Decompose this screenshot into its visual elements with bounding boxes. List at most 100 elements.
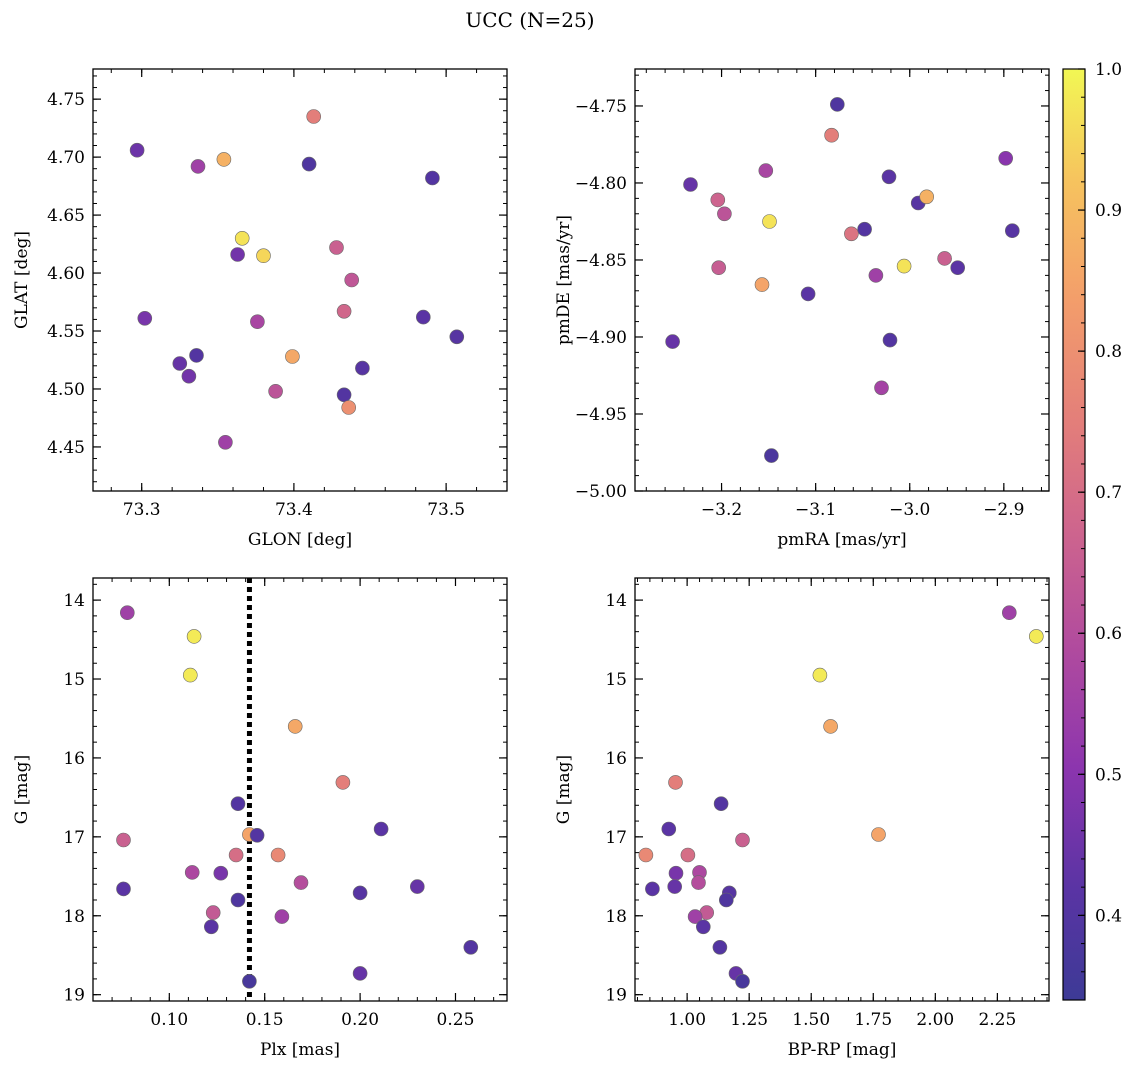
data-point — [120, 605, 135, 621]
data-point — [189, 348, 204, 363]
data-point — [230, 892, 246, 908]
y-tick-label: −4.90 — [575, 328, 627, 348]
plx-g-panel: 0.10 0.15 0.20 0.25 14 15 16 17 18 19 Plx [mas] G [… — [12, 577, 508, 1060]
y-tick-label: −4.85 — [575, 251, 627, 271]
data-point — [844, 226, 859, 242]
data-point — [800, 286, 816, 302]
y-tick-label: 4.70 — [47, 148, 85, 168]
data-point — [712, 939, 728, 955]
data-point — [857, 221, 872, 237]
data-point — [425, 170, 440, 186]
data-point — [137, 310, 153, 326]
data-point — [415, 309, 431, 325]
data-point — [329, 240, 344, 255]
data-point — [355, 360, 370, 376]
data-point — [758, 163, 774, 178]
data-point — [710, 192, 726, 208]
pmra-pmde-panel: −3.2 −3.1 −3.0 −2.9 −5.00 −4.95 −4.90 −4.85 −4.8… — [554, 68, 1050, 550]
y-tick-label: 4.60 — [47, 264, 85, 284]
data-point — [868, 268, 884, 283]
y-tick-label: 4.75 — [47, 90, 85, 110]
data-point — [184, 865, 200, 880]
data-point — [687, 909, 703, 924]
data-point — [129, 142, 145, 158]
data-point — [754, 277, 770, 292]
data-point — [829, 97, 845, 112]
y-tick-label: 18 — [605, 907, 627, 927]
y-tick-label: 19 — [63, 986, 85, 1006]
data-point — [409, 879, 425, 894]
data-point — [823, 719, 838, 734]
x-tick-label: 0.15 — [246, 1010, 284, 1030]
data-point — [764, 448, 779, 463]
colorbar-tick-label: 0.9 — [1095, 201, 1122, 221]
data-point — [204, 919, 219, 935]
data-point — [335, 775, 351, 790]
scatter-points — [129, 109, 465, 450]
glon-glat-panel: 73.3 73.4 73.5 4.45 4.50 4.55 4.60 4.65 4.70 4.75… — [12, 68, 508, 550]
x-tick-label: −3.1 — [795, 500, 836, 520]
colorbar-tick-label: 0.7 — [1095, 483, 1122, 503]
data-point — [1004, 223, 1020, 238]
x-tick-label: 1.25 — [730, 1010, 768, 1030]
y-tick-label: 19 — [605, 986, 627, 1006]
data-point — [717, 206, 732, 222]
x-tick-label: −2.9 — [983, 500, 1024, 520]
colorbar-tick-label: 0.8 — [1095, 342, 1122, 362]
y-tick-label: 16 — [63, 749, 85, 769]
data-point — [882, 332, 898, 348]
data-point — [218, 434, 233, 450]
data-point — [234, 231, 250, 246]
data-point — [268, 383, 283, 399]
data-point — [680, 847, 696, 863]
x-tick-label: 1.75 — [854, 1010, 892, 1030]
data-point — [306, 109, 322, 124]
data-point — [711, 260, 727, 276]
y-tick-label: 18 — [63, 907, 85, 927]
bprp-g-panel: 1.00 1.25 1.50 1.75 2.00 2.25 14 15 16 17 18 19 BP-R… — [554, 577, 1050, 1060]
x-tick-label: 2.25 — [978, 1010, 1016, 1030]
data-point — [937, 251, 952, 266]
x-axis-label: GLON [deg] — [248, 530, 352, 550]
y-tick-label: 15 — [605, 670, 627, 690]
colorbar-tick-label: 1.0 — [1095, 60, 1122, 80]
data-point — [881, 169, 897, 185]
data-point — [762, 214, 777, 229]
data-point — [242, 973, 257, 989]
data-point — [336, 303, 352, 319]
data-point — [172, 356, 188, 371]
data-point — [352, 966, 368, 981]
x-axis-label: Plx [mas] — [260, 1040, 340, 1060]
y-tick-label: 4.50 — [47, 380, 85, 400]
data-point — [1029, 629, 1044, 644]
x-tick-label: −3.0 — [889, 500, 930, 520]
data-point — [812, 667, 828, 683]
data-point — [336, 387, 352, 403]
data-point — [463, 939, 479, 955]
data-point — [874, 380, 889, 396]
y-axis-label: G [mag] — [12, 755, 32, 824]
data-point — [205, 905, 221, 920]
colorbar-tick-label: 0.6 — [1095, 624, 1122, 644]
data-point — [341, 400, 357, 415]
scatter-points — [116, 605, 479, 989]
data-point — [665, 334, 680, 349]
data-point — [352, 885, 368, 901]
y-tick-label: 14 — [63, 591, 85, 611]
data-point — [181, 368, 197, 384]
y-tick-label: 16 — [605, 749, 627, 769]
x-tick-label: 73.5 — [427, 500, 465, 520]
data-point — [668, 775, 683, 790]
y-tick-label: 4.65 — [47, 206, 85, 226]
x-tick-label: 0.20 — [341, 1010, 379, 1030]
data-point — [216, 152, 232, 167]
y-tick-label: 17 — [63, 828, 85, 848]
axes-frame — [634, 577, 1050, 1002]
y-axis-label: pmDE [mas/yr] — [554, 215, 574, 345]
scatter-points — [665, 97, 1020, 463]
data-point — [695, 919, 711, 935]
data-point — [274, 909, 290, 924]
x-tick-label: 2.00 — [916, 1010, 954, 1030]
data-point — [250, 314, 265, 330]
y-axis-label: GLAT [deg] — [12, 231, 32, 329]
